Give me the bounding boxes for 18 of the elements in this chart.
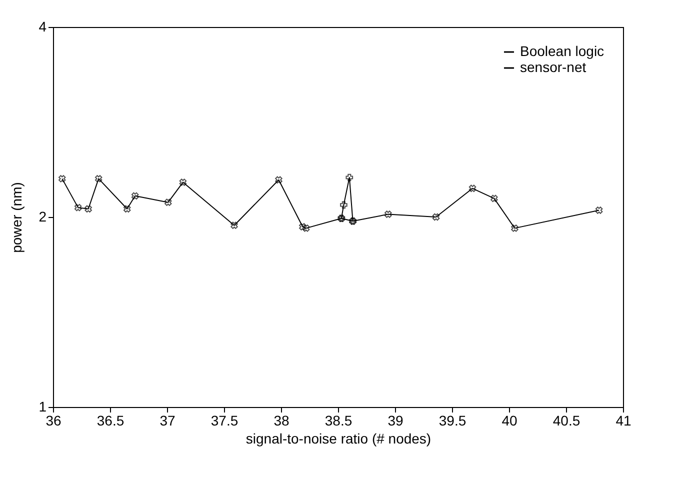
y-tick-label: 2 [38, 208, 47, 224]
legend-label: Boolean logic [520, 43, 604, 59]
x-tick-label: 36.5 [96, 412, 124, 428]
x-tick-label: 37.5 [210, 412, 238, 428]
x-tick-label: 38.5 [324, 412, 352, 428]
x-tick-label: 37 [160, 412, 176, 428]
legend-label: sensor-net [520, 59, 586, 75]
x-axis-title: signal-to-noise ratio (# nodes) [246, 430, 432, 446]
x-tick-label: 40.5 [552, 412, 580, 428]
x-tick-label: 38 [274, 412, 290, 428]
x-tick-label: 41 [616, 412, 632, 428]
y-tick-label: 1 [38, 398, 47, 414]
x-tick-label: 36 [46, 412, 62, 428]
x-tick-label: 39.5 [438, 412, 466, 428]
y-tick-label: 4 [38, 18, 47, 34]
y-axis-title: power (nm) [8, 182, 25, 253]
x-tick-label: 40 [502, 412, 518, 428]
x-tick-label: 39 [388, 412, 404, 428]
